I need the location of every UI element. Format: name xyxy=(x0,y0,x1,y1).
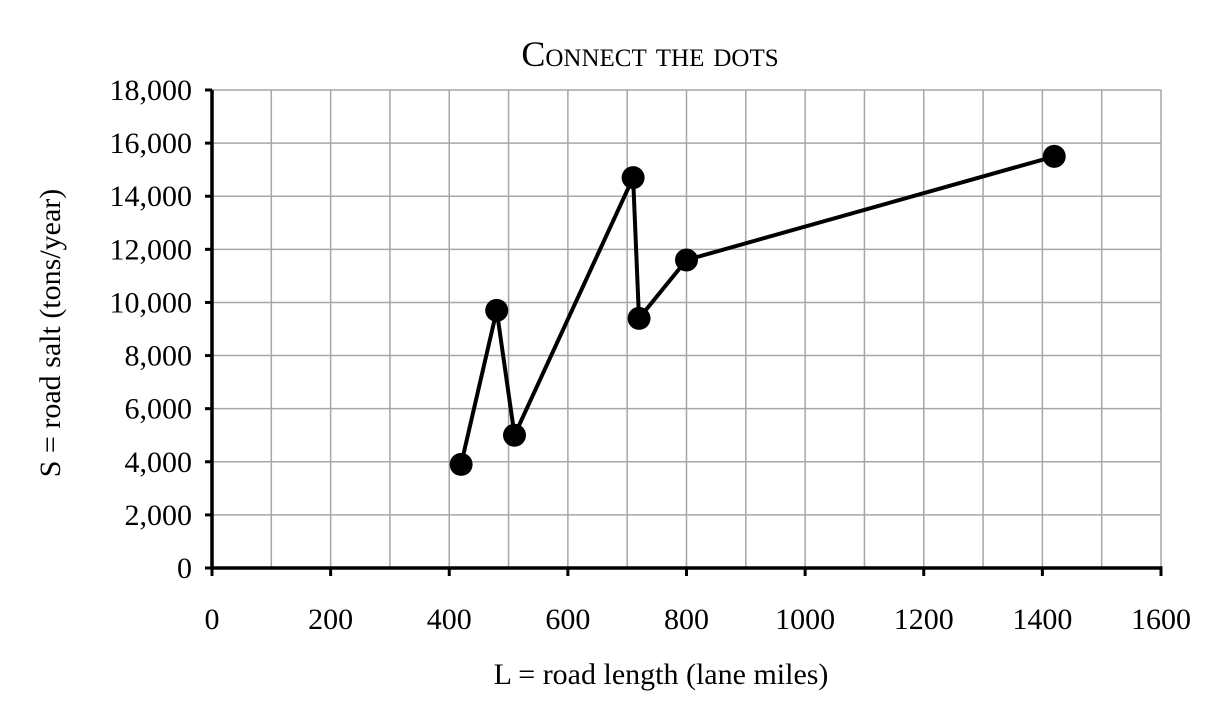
x-tick-label: 200 xyxy=(308,603,353,636)
x-tick-label: 1200 xyxy=(894,603,954,636)
grid xyxy=(212,89,1162,568)
series-line xyxy=(459,154,1055,465)
tick-labels: 0 2,000 4,000 6,000 8,000 10,000 12,000 14,000 1… xyxy=(110,74,1192,636)
axes xyxy=(205,88,1163,576)
data-point xyxy=(485,298,509,322)
x-tick-label: 400 xyxy=(427,603,472,636)
x-tick-label: 600 xyxy=(545,603,590,636)
chart-title: Connect the dots xyxy=(521,34,778,74)
y-tick-label: 2,000 xyxy=(125,499,193,532)
y-tick-label: 6,000 xyxy=(125,393,193,426)
y-tick-label: 0 xyxy=(177,552,192,585)
data-point xyxy=(502,423,526,447)
data-point xyxy=(621,166,645,190)
y-tick-label: 16,000 xyxy=(110,127,193,160)
x-tick-label: 800 xyxy=(664,603,709,636)
data-series xyxy=(449,144,1066,476)
y-tick-label: 8,000 xyxy=(125,340,193,373)
data-point xyxy=(627,306,651,330)
y-tick-label: 18,000 xyxy=(110,74,193,107)
x-tick-label: 1600 xyxy=(1131,603,1191,636)
y-tick-label: 14,000 xyxy=(110,180,193,213)
y-tick-label: 4,000 xyxy=(125,446,193,479)
y-tick-label: 12,000 xyxy=(110,233,193,266)
y-axis-label: S = road salt (tons/year) xyxy=(34,189,67,478)
x-tick-label: 0 xyxy=(205,603,220,636)
x-tick-label: 1400 xyxy=(1012,603,1072,636)
data-point xyxy=(1042,144,1066,168)
data-point xyxy=(675,248,698,272)
x-axis-label: L = road length (lane miles) xyxy=(494,658,829,691)
y-tick-label: 10,000 xyxy=(110,286,193,319)
x-tick-label: 1000 xyxy=(775,603,835,636)
data-point xyxy=(449,452,473,476)
